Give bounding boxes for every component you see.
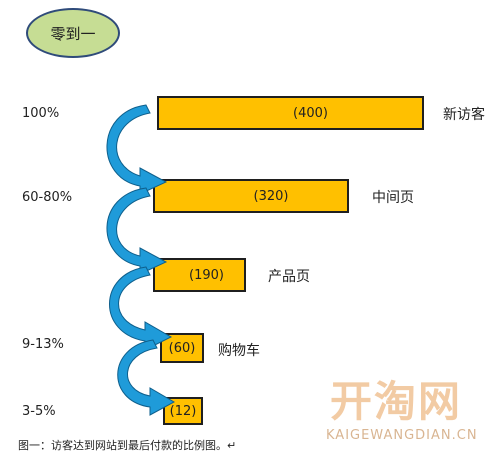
title-text: 零到一 — [50, 24, 96, 43]
bar-value-stage-1: (400) — [293, 105, 328, 121]
watermark-logo: 开淘网 — [330, 377, 463, 426]
bar-value-stage-5: (12) — [169, 403, 197, 419]
percent-label-stage-2: 60-80% — [22, 190, 73, 205]
curved-arrow-icon-1 — [106, 104, 168, 195]
figure-caption: 图一：访客达到网站到最后付款的比例图。↵ — [18, 439, 237, 452]
bar-stage-2: (320) — [153, 179, 349, 213]
bar-stage-1: (400) — [157, 96, 424, 130]
curved-arrow-icon-3 — [109, 266, 173, 351]
bar-stage-3: (190) — [153, 258, 246, 292]
bar-value-stage-4: (60) — [168, 340, 196, 356]
bar-value-stage-2: (320) — [253, 188, 289, 204]
watermark-url: KAIGEWANGDIAN.CN — [326, 428, 478, 443]
curved-arrow-icon-4 — [117, 339, 176, 416]
stage-label-2: 中间页 — [372, 190, 414, 206]
curved-arrow-icon-2 — [106, 187, 168, 275]
bar-value-stage-3: (190) — [189, 267, 224, 283]
stage-label-4: 购物车 — [218, 343, 260, 359]
percent-label-stage-1: 100% — [22, 106, 60, 121]
percent-label-stage-5: 3-5% — [22, 404, 56, 419]
stage-label-1: 新访客 — [443, 107, 485, 123]
title-badge: 零到一 — [26, 8, 120, 58]
stage-label-3: 产品页 — [268, 269, 310, 285]
percent-label-stage-4: 9-13% — [22, 337, 64, 352]
